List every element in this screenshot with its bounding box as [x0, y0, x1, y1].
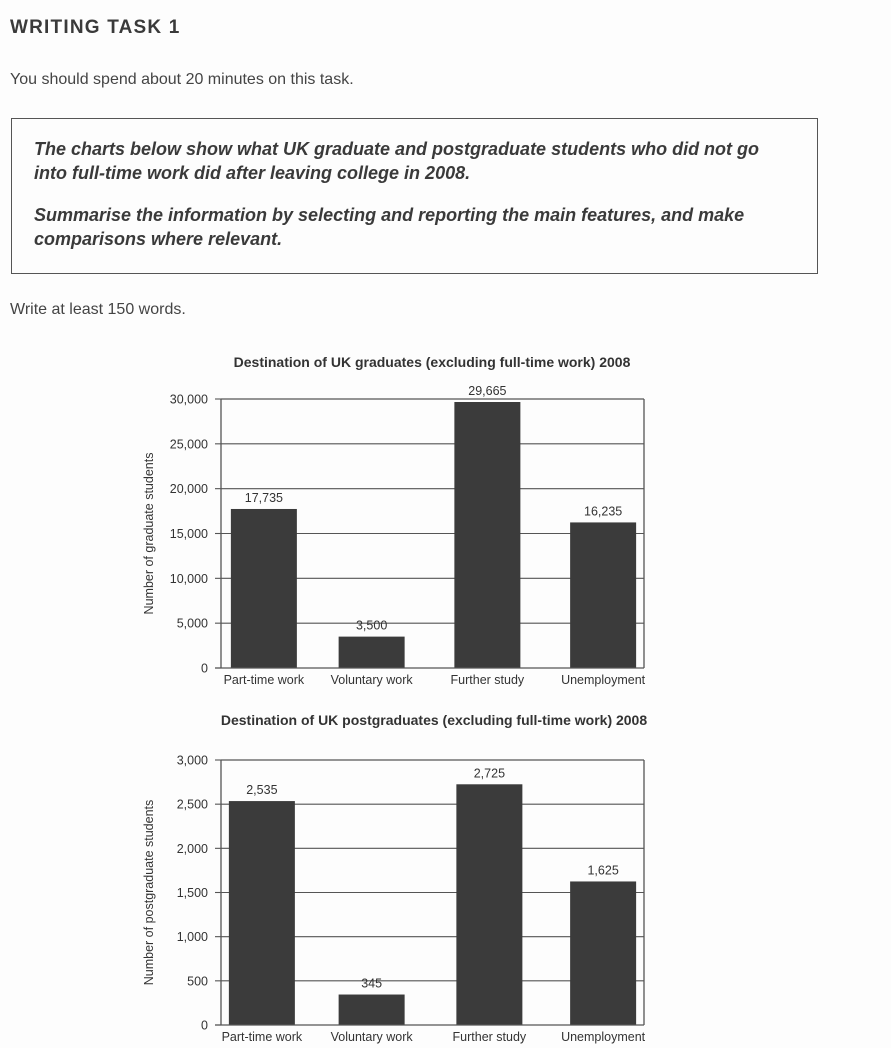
data-label: 29,665: [468, 384, 506, 398]
y-tick-label: 1,000: [177, 930, 208, 944]
data-label: 2,725: [474, 766, 505, 780]
bar: [456, 784, 523, 1025]
bar: [230, 508, 297, 668]
word-count-instruction: Write at least 150 words.: [10, 301, 186, 318]
postgraduates-bar-chart: 0 500 1,000 1,500 2,000 2,500 3,000 2,535 Part-t…: [142, 754, 646, 1045]
chart-title: Destination of UK graduates (excluding f…: [233, 354, 631, 370]
chart-title: Destination of UK postgraduates (excludi…: [220, 712, 648, 728]
y-tick-label: 5,000: [177, 617, 208, 631]
y-tick-label: 500: [187, 974, 208, 988]
y-tick-label: 3,000: [177, 754, 208, 768]
y-tick-label: 1,500: [177, 886, 208, 900]
x-tick-label: Further study: [451, 673, 525, 687]
bar: [570, 522, 637, 668]
data-label: 17,735: [245, 491, 283, 505]
data-label: 16,235: [584, 504, 622, 518]
data-label: 2,535: [246, 783, 277, 797]
x-tick-label: Voluntary work: [331, 1030, 414, 1044]
y-tick-label: 20,000: [170, 482, 208, 496]
x-tick-label: Voluntary work: [331, 673, 414, 687]
y-tick-label: 25,000: [170, 437, 208, 451]
bar: [228, 801, 295, 1025]
task-directive: Summarise the information by selecting a…: [34, 205, 745, 249]
time-instruction: You should spend about 20 minutes on thi…: [10, 71, 354, 88]
data-label: 1,625: [587, 863, 618, 877]
data-label: 3,500: [356, 619, 387, 633]
y-tick-label: 30,000: [170, 393, 208, 407]
y-tick-label: 0: [201, 1019, 208, 1033]
x-tick-label: Further study: [453, 1030, 527, 1044]
task-prompt-box: The charts below show what UK graduate a…: [11, 118, 818, 274]
bar: [338, 994, 405, 1025]
y-tick-label: 0: [201, 662, 208, 676]
y-tick-label: 2,000: [177, 842, 208, 856]
graduates-bar-chart: 0 5,000 10,000 15,000 20,000 25,000 30,000 17,7…: [142, 384, 646, 687]
y-tick-label: 15,000: [170, 527, 208, 541]
page-heading: WRITING TASK 1: [10, 17, 181, 38]
y-tick-label: 2,500: [177, 798, 208, 812]
x-tick-label: Part-time work: [222, 1030, 303, 1044]
y-axis-label: Number of postgraduate students: [142, 800, 156, 986]
y-axis-label: Number of graduate students: [142, 453, 156, 615]
x-tick-label: Unemployment: [561, 1030, 646, 1044]
x-tick-label: Part-time work: [224, 673, 305, 687]
data-label: 345: [361, 977, 382, 991]
bar: [338, 636, 405, 668]
bar: [570, 881, 637, 1025]
y-tick-label: 10,000: [170, 572, 208, 586]
bar: [454, 402, 521, 668]
x-tick-label: Unemployment: [561, 673, 646, 687]
task-description: The charts below show what UK graduate a…: [34, 139, 760, 183]
